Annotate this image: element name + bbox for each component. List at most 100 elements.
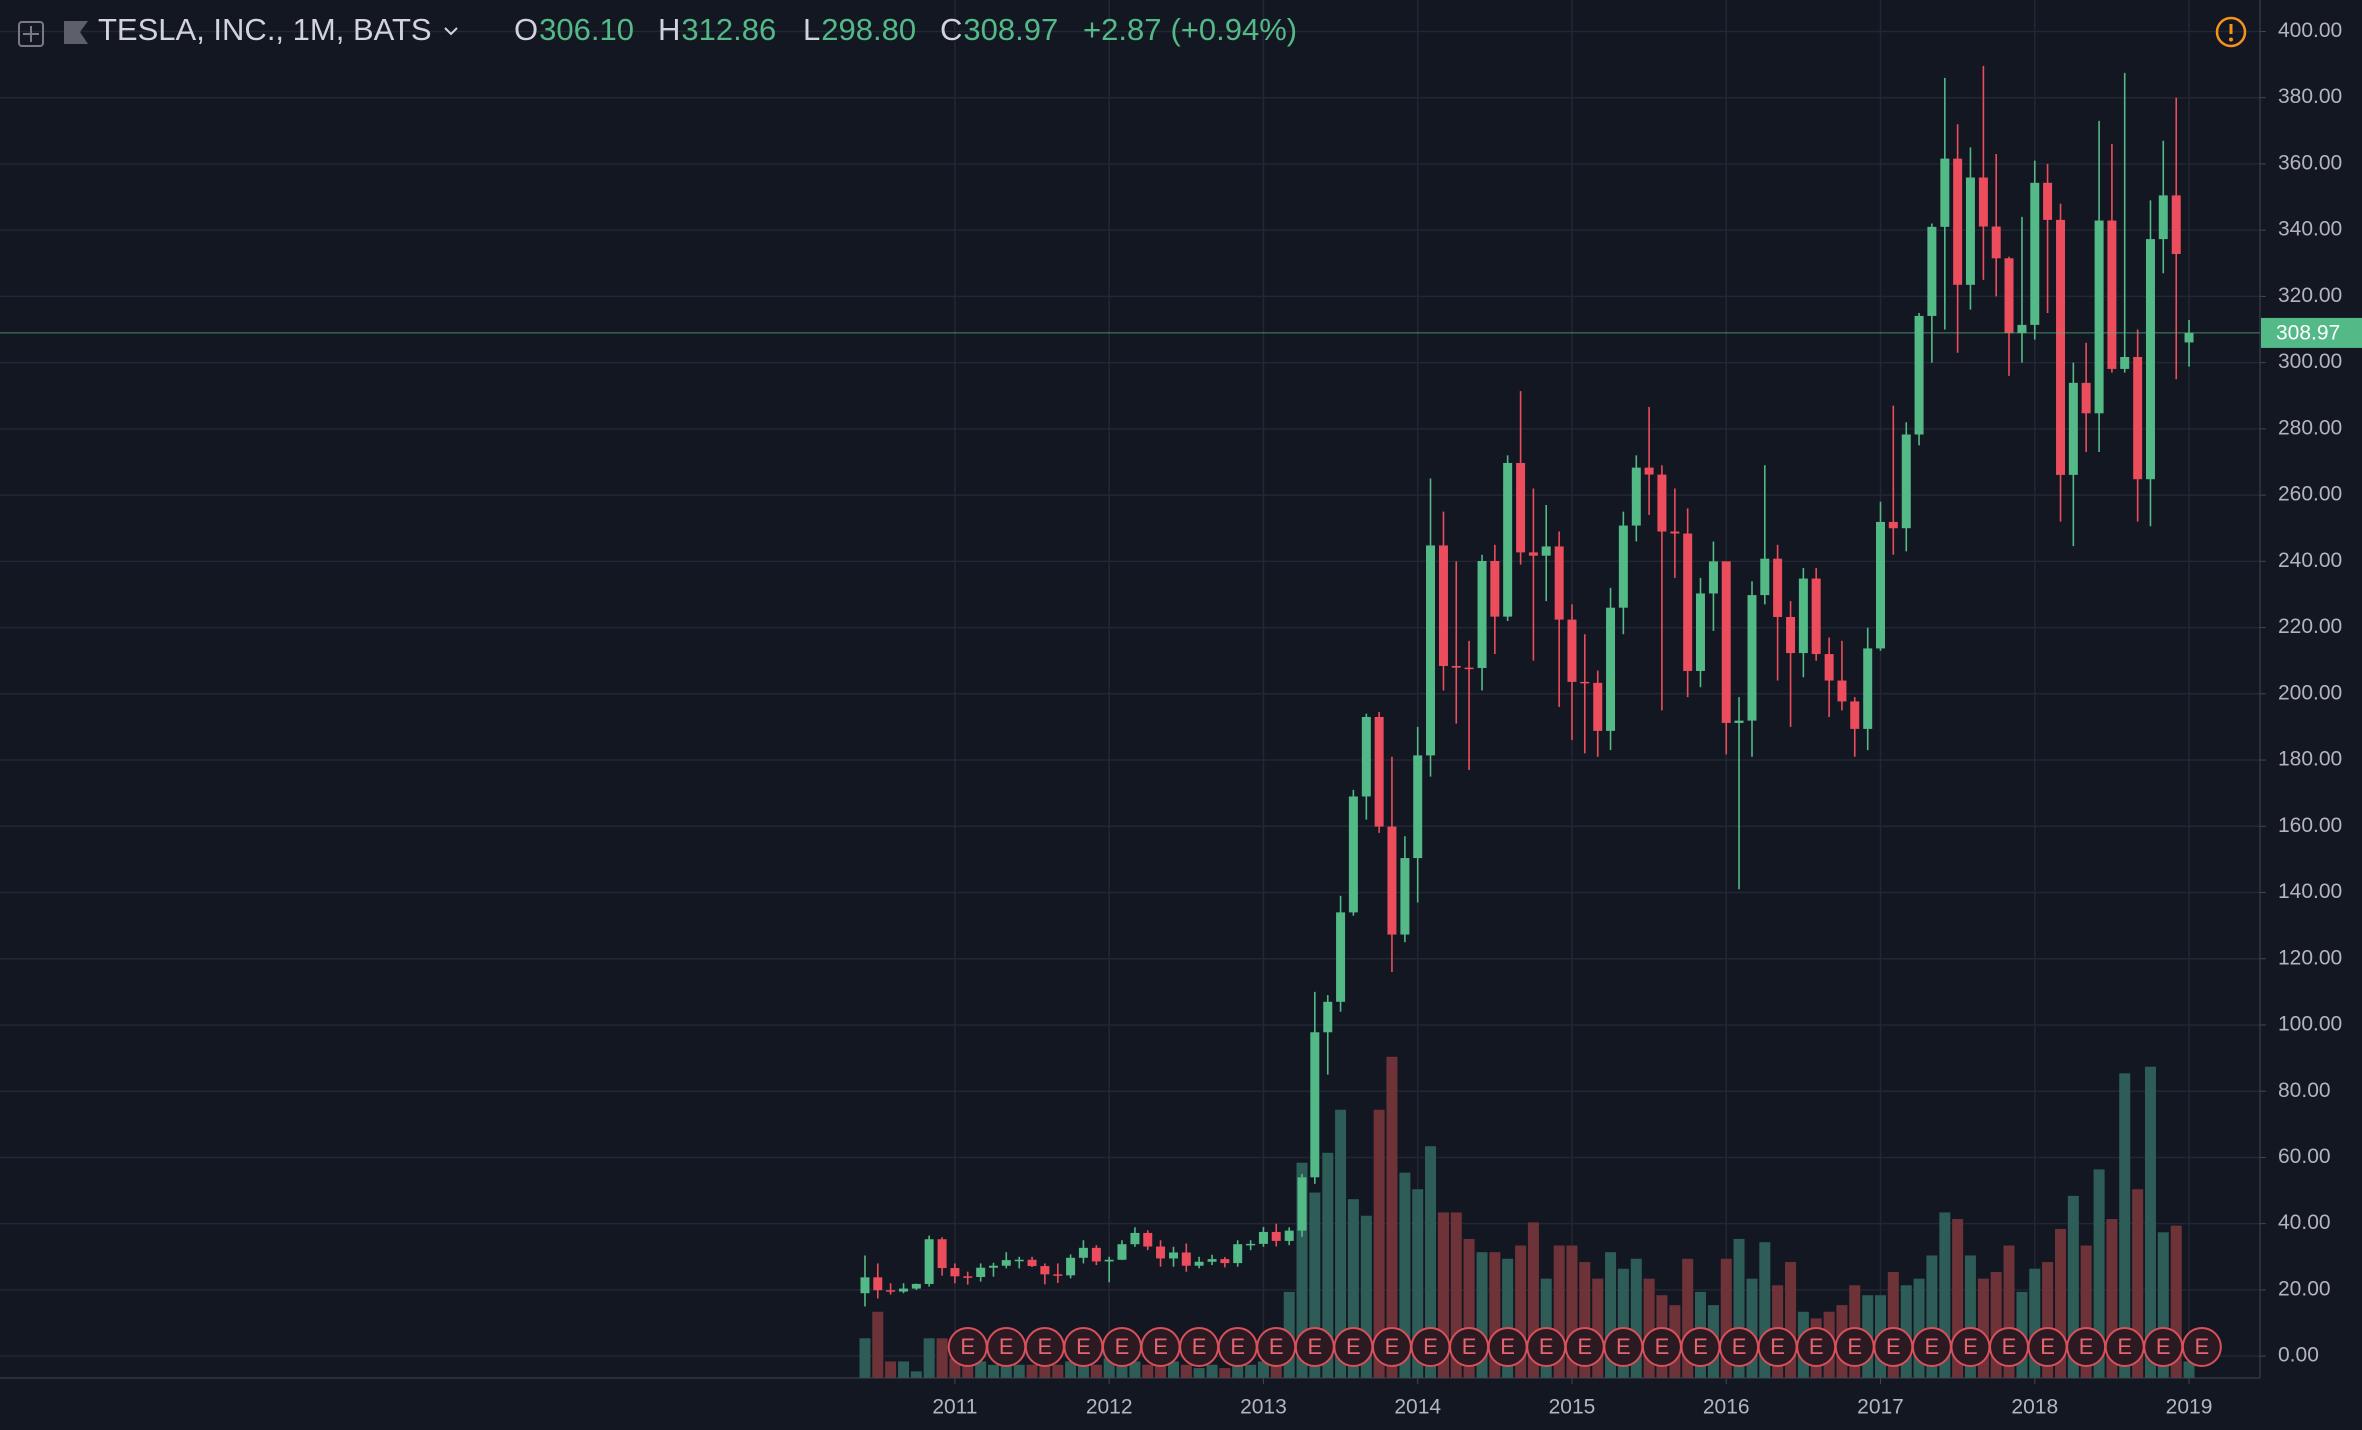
candle-body: [1143, 1232, 1153, 1247]
volume-bar: [1193, 1368, 1205, 1378]
x-tick-label: 2015: [1549, 1396, 1596, 1419]
earnings-label: E: [1385, 1334, 1400, 1359]
candle-body: [2120, 357, 2130, 369]
y-tick-label: 380.00: [2278, 85, 2342, 108]
candle-body: [1464, 667, 1474, 670]
earnings-label: E: [1693, 1334, 1708, 1359]
volume-bar: [1579, 1262, 1591, 1378]
volume-bar: [2080, 1245, 2092, 1378]
y-tick-label: 160.00: [2278, 814, 2342, 837]
candle-body: [1528, 552, 1538, 556]
volume-bar: [2157, 1232, 2169, 1378]
candle-body: [2030, 182, 2040, 325]
candle-body: [1348, 796, 1358, 913]
candle-body: [1438, 545, 1448, 666]
volume-bar: [1437, 1212, 1449, 1378]
volume-bar: [1373, 1109, 1385, 1378]
volume-bar: [1013, 1364, 1025, 1378]
y-tick-label: 320.00: [2278, 284, 2342, 307]
volume-bar: [1630, 1258, 1642, 1378]
candle-body: [2068, 382, 2078, 475]
volume-bar: [1077, 1361, 1089, 1378]
volume-bar: [1129, 1361, 1141, 1378]
candle-body: [2017, 324, 2027, 334]
earnings-label: E: [1307, 1334, 1322, 1359]
candle-body: [976, 1267, 986, 1277]
earnings-label: E: [1192, 1334, 1207, 1359]
earnings-label: E: [1230, 1334, 1245, 1359]
x-tick-label: 2014: [1394, 1396, 1441, 1419]
volume-bar: [1026, 1364, 1038, 1378]
volume-bar: [859, 1338, 871, 1378]
y-tick-label: 360.00: [2278, 151, 2342, 174]
candle-body: [1387, 826, 1397, 935]
candle-body: [1169, 1252, 1179, 1259]
earnings-label: E: [1886, 1334, 1901, 1359]
symbol-title[interactable]: TESLA, INC., 1M, BATS: [98, 12, 432, 47]
candle-body: [1130, 1232, 1140, 1245]
volume-bar: [1270, 1361, 1282, 1378]
volume-bar: [987, 1364, 999, 1378]
candle-body: [1734, 720, 1744, 723]
volume-bar: [1206, 1364, 1218, 1378]
candle-body: [1426, 545, 1436, 756]
volume-bar: [1309, 1192, 1321, 1378]
candle-body: [1786, 616, 1796, 654]
candle-body: [1078, 1247, 1088, 1258]
earnings-label: E: [1616, 1334, 1631, 1359]
candle-body: [1850, 701, 1860, 729]
earnings-marker[interactable]: [2181, 1327, 2222, 1367]
volume-bar: [1180, 1364, 1192, 1378]
volume-bar: [1682, 1258, 1694, 1378]
volume-bar: [1720, 1258, 1732, 1378]
candle-body: [1747, 595, 1757, 721]
earnings-label: E: [1115, 1334, 1130, 1359]
earnings-label: E: [1153, 1334, 1168, 1359]
warning-icon[interactable]: [2215, 16, 2247, 48]
candle-body: [937, 1239, 947, 1269]
y-tick-label: 80.00: [2278, 1079, 2331, 1102]
add-icon[interactable]: [18, 21, 44, 47]
volume-bar: [975, 1361, 987, 1378]
candle-body: [1271, 1231, 1281, 1241]
y-tick-label: 340.00: [2278, 218, 2342, 241]
candle-body: [1991, 226, 2001, 259]
y-tick-label: 140.00: [2278, 880, 2342, 903]
candle-body: [1258, 1231, 1268, 1244]
y-tick-label: 100.00: [2278, 1013, 2342, 1036]
candle-body: [1593, 682, 1603, 731]
y-tick-label: 40.00: [2278, 1211, 2331, 1234]
volume-bar: [1335, 1109, 1347, 1378]
candle-body: [1336, 912, 1346, 1002]
y-tick-label: 0.00: [2278, 1344, 2319, 1367]
candle-body: [1863, 648, 1873, 729]
candle-body: [1413, 755, 1423, 859]
candle-body: [911, 1283, 921, 1289]
candle-body: [1117, 1244, 1127, 1260]
candle-body: [2171, 195, 2181, 255]
candle-body: [988, 1265, 998, 1268]
volume-bar: [1733, 1238, 1745, 1378]
candle-body: [1567, 619, 1577, 682]
candle-body: [1053, 1274, 1063, 1276]
volume-bar: [1515, 1245, 1527, 1378]
volume-bar: [1553, 1245, 1565, 1378]
candle-body: [1400, 858, 1410, 935]
earnings-label: E: [960, 1334, 975, 1359]
candle-body: [1978, 177, 1988, 227]
candle-body: [1657, 474, 1667, 532]
volume-bar: [1347, 1199, 1359, 1378]
flag-icon[interactable]: [64, 21, 88, 44]
volume-bar: [1527, 1222, 1539, 1378]
volume-bar: [1926, 1255, 1938, 1378]
ohlc-value: 298.80: [821, 12, 916, 47]
x-tick-label: 2017: [1857, 1396, 1904, 1419]
candle-body: [963, 1276, 973, 1278]
earnings-label: E: [1577, 1334, 1592, 1359]
volume-bar: [1900, 1285, 1912, 1378]
earnings-label: E: [1462, 1334, 1477, 1359]
symbol-dropdown[interactable]: [444, 27, 458, 36]
ohlc-value: 306.10: [539, 12, 634, 47]
